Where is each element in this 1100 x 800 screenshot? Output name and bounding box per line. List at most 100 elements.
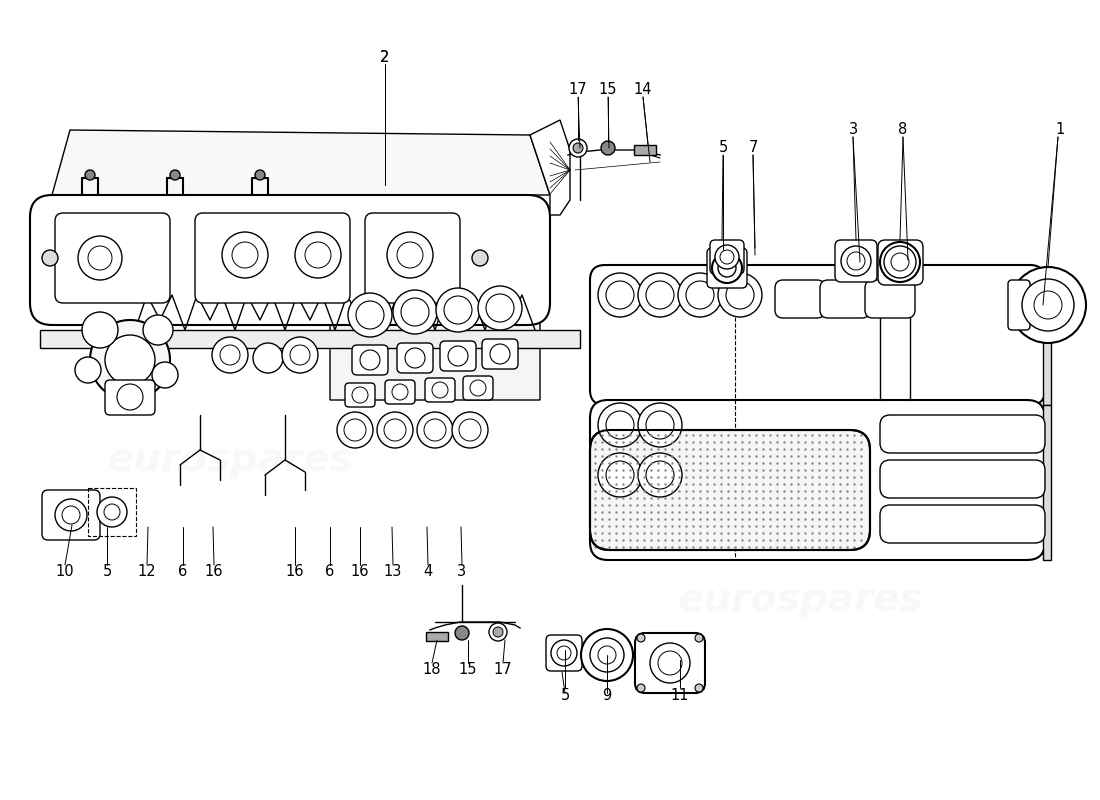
Circle shape (360, 350, 379, 370)
Circle shape (557, 646, 571, 660)
FancyBboxPatch shape (195, 213, 350, 303)
Circle shape (75, 357, 101, 383)
FancyBboxPatch shape (776, 280, 825, 318)
Text: 13: 13 (384, 565, 403, 579)
Bar (634, 145, 656, 155)
Text: 8: 8 (899, 122, 907, 138)
Circle shape (569, 139, 587, 157)
Circle shape (638, 273, 682, 317)
FancyBboxPatch shape (104, 380, 155, 415)
Circle shape (444, 296, 472, 324)
Text: 14: 14 (634, 82, 652, 98)
Circle shape (295, 232, 341, 278)
FancyBboxPatch shape (635, 633, 705, 693)
Polygon shape (52, 130, 550, 195)
Circle shape (232, 242, 258, 268)
FancyBboxPatch shape (425, 378, 455, 402)
Circle shape (432, 382, 448, 398)
Circle shape (402, 298, 429, 326)
Text: 5: 5 (718, 141, 727, 155)
Circle shape (637, 634, 645, 642)
Circle shape (104, 335, 155, 385)
Circle shape (152, 362, 178, 388)
FancyBboxPatch shape (880, 460, 1045, 498)
Circle shape (847, 252, 865, 270)
Text: 5: 5 (102, 565, 111, 579)
FancyBboxPatch shape (835, 240, 877, 282)
Circle shape (715, 245, 739, 269)
Text: 11: 11 (671, 687, 690, 702)
Text: 2: 2 (381, 50, 389, 66)
Circle shape (393, 290, 437, 334)
Circle shape (646, 411, 674, 439)
Text: 3: 3 (458, 565, 466, 579)
FancyBboxPatch shape (463, 376, 493, 400)
FancyBboxPatch shape (880, 415, 1045, 453)
FancyBboxPatch shape (42, 490, 100, 540)
Circle shape (348, 293, 392, 337)
FancyBboxPatch shape (865, 280, 915, 318)
Circle shape (720, 250, 734, 264)
Text: 10: 10 (56, 565, 75, 579)
Circle shape (573, 143, 583, 153)
FancyBboxPatch shape (397, 343, 433, 373)
Circle shape (695, 684, 703, 692)
FancyBboxPatch shape (878, 240, 923, 285)
Circle shape (650, 643, 690, 683)
Circle shape (478, 286, 522, 330)
Circle shape (637, 684, 645, 692)
Circle shape (88, 246, 112, 270)
Circle shape (598, 453, 642, 497)
Circle shape (638, 403, 682, 447)
Text: 18: 18 (422, 662, 441, 678)
Bar (1043, 270, 1050, 405)
Circle shape (842, 246, 871, 276)
Text: 12: 12 (138, 565, 156, 579)
Polygon shape (530, 120, 570, 215)
FancyBboxPatch shape (590, 400, 1045, 560)
Circle shape (459, 419, 481, 441)
Circle shape (1034, 291, 1062, 319)
Circle shape (1010, 267, 1086, 343)
Circle shape (726, 281, 754, 309)
FancyBboxPatch shape (710, 240, 744, 274)
Circle shape (143, 315, 173, 345)
Bar (40, 330, 580, 348)
Circle shape (658, 651, 682, 675)
Circle shape (392, 384, 408, 400)
Circle shape (344, 419, 366, 441)
Text: 15: 15 (598, 82, 617, 98)
Circle shape (695, 634, 703, 642)
Circle shape (581, 629, 632, 681)
Text: 2: 2 (381, 50, 389, 65)
Text: 4: 4 (424, 565, 432, 579)
Circle shape (62, 506, 80, 524)
Circle shape (85, 170, 95, 180)
Polygon shape (330, 270, 540, 400)
Text: 17: 17 (494, 662, 513, 678)
FancyBboxPatch shape (546, 635, 582, 671)
FancyBboxPatch shape (440, 341, 476, 371)
Circle shape (598, 403, 642, 447)
Text: 6: 6 (178, 565, 188, 579)
Circle shape (455, 626, 469, 640)
Circle shape (601, 141, 615, 155)
Circle shape (678, 273, 722, 317)
Circle shape (222, 232, 268, 278)
Circle shape (490, 344, 510, 364)
Circle shape (377, 412, 412, 448)
Circle shape (352, 387, 368, 403)
Text: 15: 15 (459, 662, 477, 678)
FancyBboxPatch shape (707, 248, 747, 288)
Circle shape (405, 348, 425, 368)
Text: 3: 3 (848, 122, 858, 138)
Circle shape (104, 504, 120, 520)
Circle shape (884, 246, 916, 278)
FancyBboxPatch shape (352, 345, 388, 375)
FancyBboxPatch shape (30, 195, 550, 325)
Text: 6: 6 (326, 565, 334, 579)
Circle shape (290, 345, 310, 365)
Circle shape (170, 170, 180, 180)
Circle shape (493, 627, 503, 637)
Circle shape (90, 320, 170, 400)
